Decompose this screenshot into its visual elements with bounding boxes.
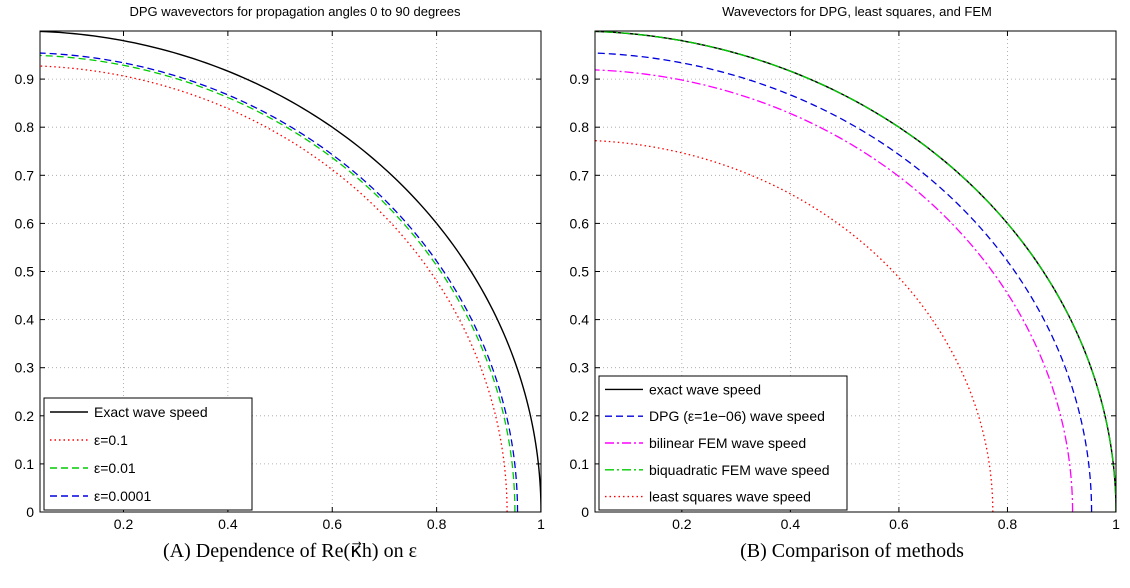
curves-b — [595, 31, 1116, 512]
x-tick-label: 0.8 — [427, 516, 447, 532]
ticks-b: 0.2 0.4 0.6 0.8 1 0 0.1 0.2 0.3 0.4 0.5 0.6 0.7 0.8 0.… — [570, 31, 1120, 532]
y-tick-label: 0.2 — [15, 408, 35, 424]
legend-label: ε=0.0001 — [94, 488, 151, 504]
legend-label: bilinear FEM wave speed — [649, 435, 806, 451]
ticks-a: 0.2 0.4 0.6 0.8 1 0 0.1 0.2 0.3 0.4 0.5 0.6 0.7 0.8 0.… — [15, 31, 545, 532]
y-tick-label: 0.9 — [15, 71, 35, 87]
chart-panel-b: Wavevectors for DPG, least squares, and … — [570, 4, 1121, 562]
x-tick-label: 0.6 — [889, 516, 909, 532]
y-tick-label: 0.8 — [15, 119, 35, 135]
y-tick-label: 0.5 — [15, 264, 35, 280]
chart-panel-a: DPG wavevectors for propagation angles 0… — [15, 4, 546, 562]
y-tick-label: 0 — [581, 504, 589, 520]
y-tick-label: 0.5 — [570, 264, 590, 280]
caption-b: (B) Comparison of methods — [740, 540, 964, 562]
chart-title-a: DPG wavevectors for propagation angles 0… — [130, 4, 461, 19]
y-tick-label: 0.4 — [570, 312, 590, 328]
x-tick-label: 0.4 — [781, 516, 801, 532]
legend-label: biquadratic FEM wave speed — [649, 462, 830, 478]
legend-box — [43, 397, 253, 511]
x-tick-label: 1 — [1112, 516, 1120, 532]
y-tick-label: 0.3 — [570, 360, 590, 376]
legend-label: Exact wave speed — [94, 404, 208, 420]
series-line-2 — [40, 65, 508, 512]
series-line-2 — [595, 52, 1093, 512]
curves-a — [40, 31, 541, 512]
y-tick-label: 0 — [26, 504, 34, 520]
y-tick-label: 0.1 — [570, 456, 590, 472]
y-tick-label: 0.6 — [570, 215, 590, 231]
series-line-1 — [40, 31, 541, 512]
legend-label: DPG (ε=1e−06) wave speed — [649, 408, 825, 424]
legend-label: ε=0.01 — [94, 460, 136, 476]
y-tick-label: 0.7 — [15, 167, 35, 183]
x-tick-label: 0.6 — [323, 516, 343, 532]
legend-label: exact wave speed — [649, 381, 761, 397]
caption-a: (A) Dependence of Re(κ⃗h) on ε — [163, 540, 417, 562]
x-tick-label: 0.2 — [672, 516, 692, 532]
y-tick-label: 0.1 — [15, 456, 35, 472]
chart-title-b: Wavevectors for DPG, least squares, and … — [722, 4, 992, 19]
x-tick-label: 0.2 — [114, 516, 134, 532]
y-tick-label: 0.4 — [15, 312, 35, 328]
x-tick-label: 0.4 — [218, 516, 238, 532]
series-line-4 — [595, 31, 1116, 512]
legend-label: ε=0.1 — [94, 432, 128, 448]
y-tick-label: 0.2 — [570, 408, 590, 424]
y-tick-label: 0.7 — [570, 167, 590, 183]
legend-b: exact wave speed DPG (ε=1e−06) wave speed… — [598, 375, 848, 511]
y-tick-label: 0.8 — [570, 119, 590, 135]
series-line-4 — [40, 52, 519, 512]
legend-a: Exact wave speed ε=0.1 ε=0.01 ε=0.0001 — [43, 397, 253, 511]
x-tick-label: 0.8 — [998, 516, 1018, 532]
y-tick-label: 0.3 — [15, 360, 35, 376]
series-line-3 — [40, 54, 516, 512]
y-tick-label: 0.6 — [15, 215, 35, 231]
legend-label: least squares wave speed — [649, 489, 811, 505]
y-tick-label: 0.9 — [570, 71, 590, 87]
x-tick-label: 1 — [537, 516, 545, 532]
